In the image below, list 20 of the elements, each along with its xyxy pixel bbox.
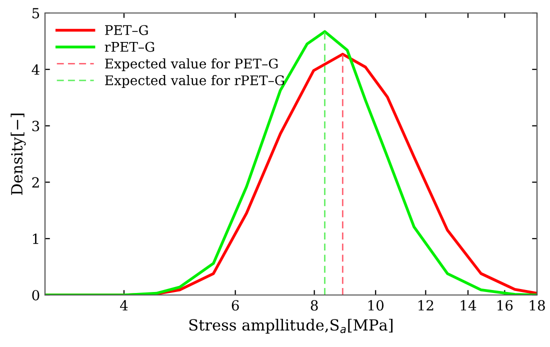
- legend-label: rPET–G: [104, 42, 154, 52]
- y-tick-label: 2: [32, 177, 39, 188]
- y-axis-title: Density[−]: [10, 114, 26, 195]
- legend-label: Expected value for PET–G: [105, 58, 278, 72]
- legend-label: Expected value for rPET–G: [105, 75, 284, 88]
- x-tick-label: 12: [418, 300, 434, 310]
- y-tick-label: 5: [32, 8, 40, 18]
- y-tick-label: 3: [32, 120, 40, 132]
- x-tick-label: 6: [232, 300, 239, 311]
- x-axis-title: Stress ampllitude,S$_{a}$[MPa]: [189, 318, 393, 334]
- y-tick-label: 0: [32, 290, 40, 300]
- x-tick-label: 16: [498, 300, 513, 311]
- x-tick-label: 4: [120, 300, 128, 310]
- x-tick-label: 18: [530, 300, 545, 311]
- y-tick-label: 1: [32, 234, 38, 244]
- x-tick-label: 14: [460, 300, 476, 310]
- x-tick-label: 8: [310, 300, 318, 311]
- y-tick-label: 4: [32, 64, 40, 75]
- x-tick-label: 10: [368, 300, 384, 311]
- legend-label: PET–G: [105, 25, 148, 36]
